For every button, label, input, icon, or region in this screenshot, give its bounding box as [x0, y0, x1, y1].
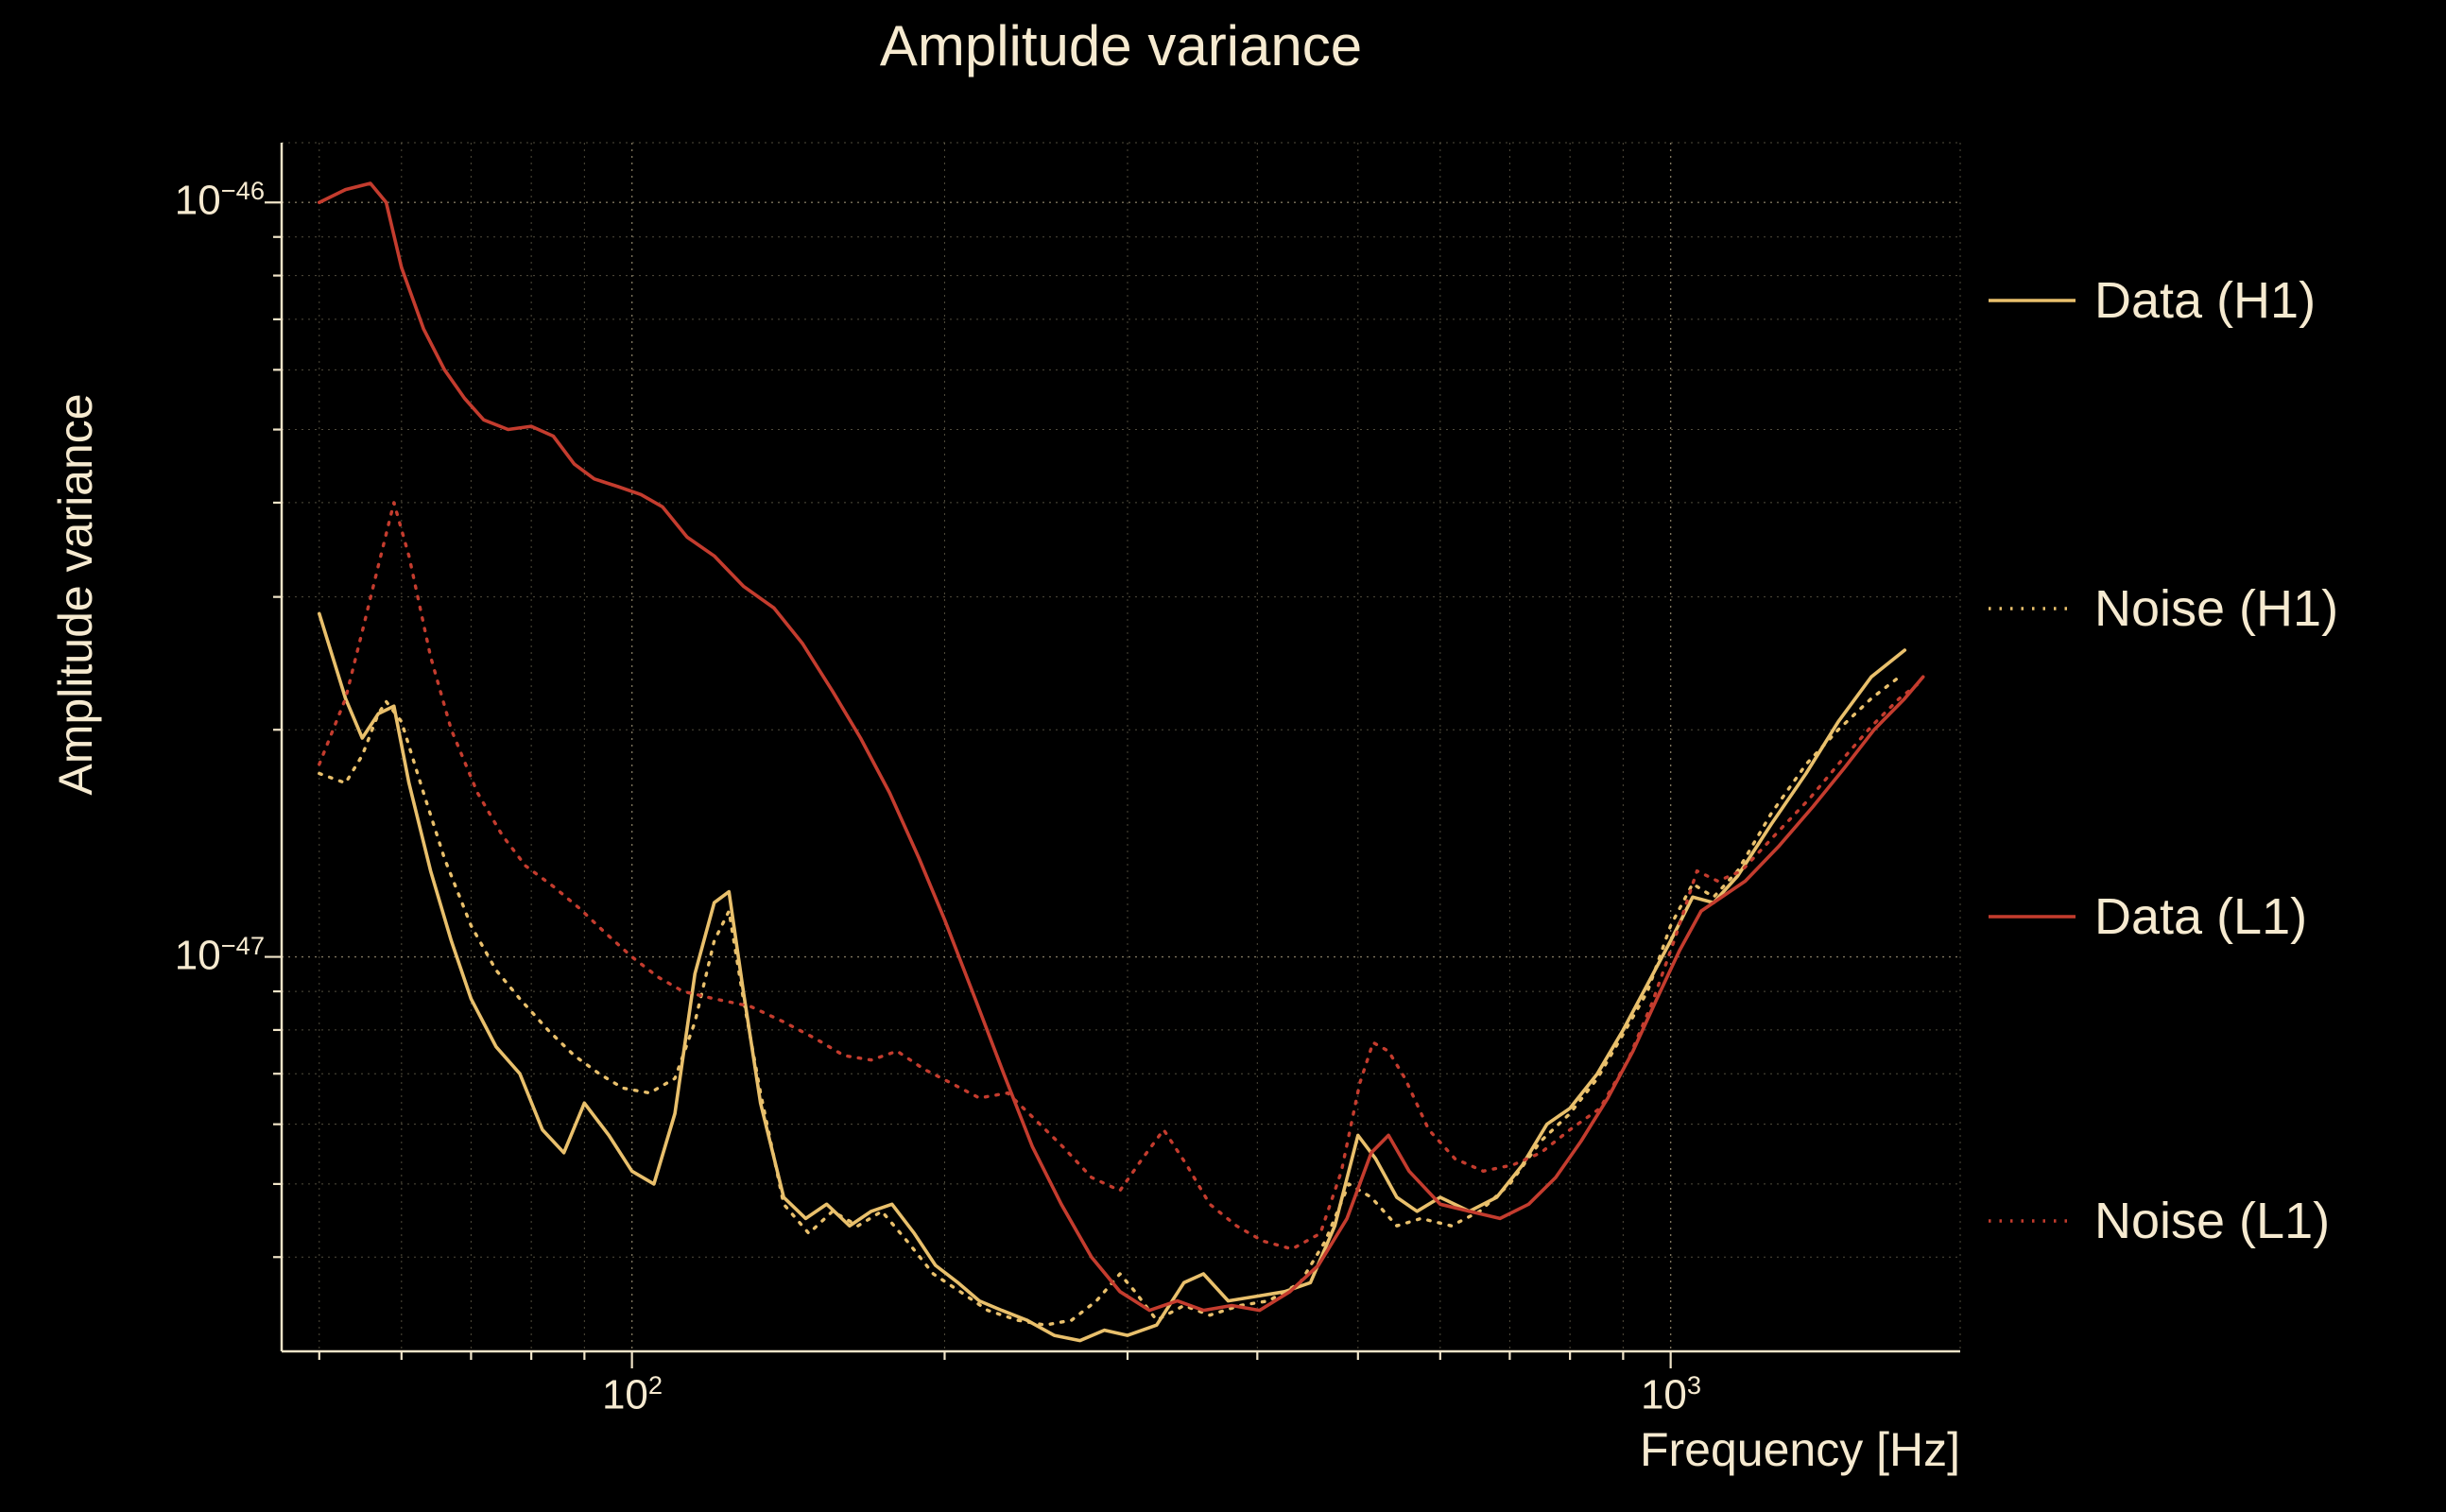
y-tick-base: 10: [174, 932, 221, 979]
legend-line-sample-noise-h1: [1989, 607, 2076, 610]
x-tick-label-1000: 103: [1595, 1370, 1747, 1419]
y-tick-label-1e-47: 10−47: [85, 931, 265, 980]
legend-label: Noise (L1): [2094, 1193, 2331, 1249]
x-tick-label-100: 102: [557, 1370, 708, 1419]
x-tick-base: 10: [601, 1371, 648, 1418]
legend-item-noise-l1: Noise (L1): [1985, 1187, 2330, 1255]
legend-label: Noise (H1): [2094, 580, 2339, 637]
legend-line-sample-noise-l1: [1989, 1219, 2076, 1223]
x-tick-exp: 3: [1686, 1370, 1702, 1400]
legend-label: Data (H1): [2094, 272, 2317, 329]
legend-item-data-h1: Data (H1): [1985, 266, 2316, 335]
x-axis-label: Frequency [Hz]: [1639, 1423, 1960, 1476]
legend-line-sample-data-h1: [1989, 299, 2076, 302]
y-tick-label-1e-46: 10−46: [85, 176, 265, 225]
legend-line-sample-data-l1: [1989, 915, 2076, 919]
x-tick-exp: 2: [647, 1370, 663, 1400]
x-tick-base: 10: [1640, 1371, 1687, 1418]
y-axis-label: Amplitude variance: [49, 393, 102, 796]
chart-title: Amplitude variance: [879, 14, 1363, 77]
legend: Data (H1) Noise (H1) Data (L1) Noise (L1…: [1985, 0, 2446, 1512]
y-tick-exp: −46: [220, 176, 265, 205]
legend-item-data-l1: Data (L1): [1985, 883, 2307, 951]
y-tick-base: 10: [174, 177, 221, 224]
legend-label: Data (L1): [2094, 888, 2308, 945]
legend-item-noise-h1: Noise (H1): [1985, 575, 2338, 643]
y-tick-exp: −47: [220, 931, 265, 960]
